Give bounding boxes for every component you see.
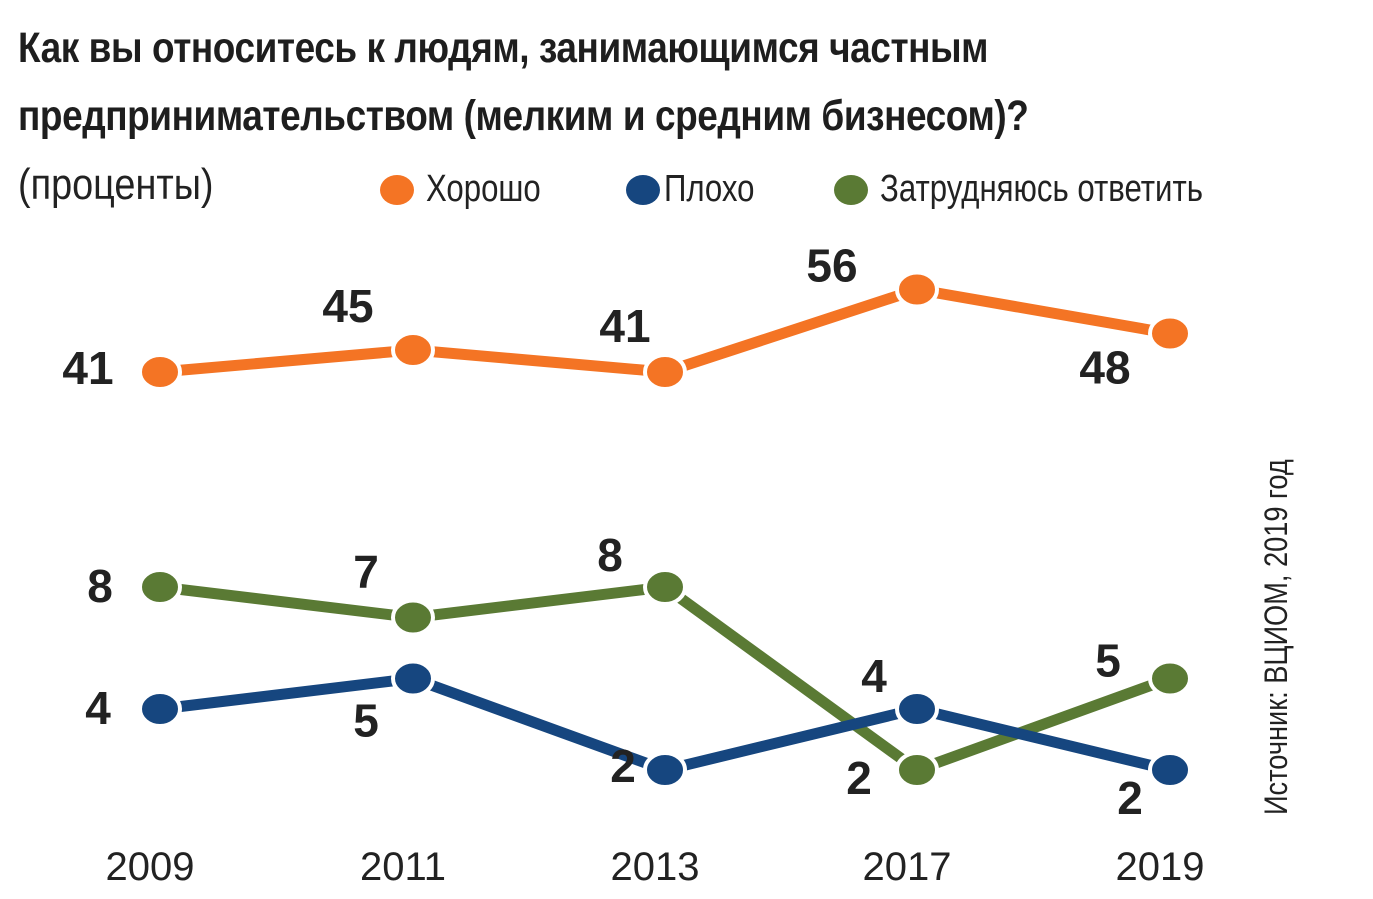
data-label: 4 [861, 650, 887, 702]
legend-label: Затрудняюсь ответить [880, 168, 1204, 210]
x-tick-label: 2011 [360, 845, 446, 889]
data-label: 2 [1117, 772, 1143, 824]
legend: Хорошо Плохо Затрудняюсь ответить [380, 168, 1334, 211]
x-tick-label: 2009 [106, 845, 195, 889]
x-tick-label: 2019 [1116, 845, 1205, 889]
data-point [895, 690, 939, 728]
title-line-2: предпринимательством (мелким и средним б… [18, 92, 1029, 140]
x-tick-label: 2013 [611, 845, 700, 889]
data-point [138, 690, 182, 728]
legend-item-undecided: Затрудняюсь ответить [834, 168, 1274, 211]
legend-marker [625, 174, 660, 205]
data-point [1148, 751, 1192, 789]
data-label: 8 [87, 560, 113, 612]
data-label: 45 [322, 280, 373, 332]
data-point [643, 751, 687, 789]
data-label: 56 [806, 240, 857, 292]
legend-item-good: Хорошо [380, 168, 566, 211]
data-label: 41 [62, 342, 113, 394]
data-point [138, 353, 182, 391]
data-point [1148, 314, 1192, 353]
data-point [138, 568, 182, 606]
legend-marker [380, 174, 414, 205]
data-label: 41 [599, 300, 650, 352]
data-point [643, 568, 687, 606]
chart-subtitle: (проценты) [18, 160, 214, 209]
data-label: 8 [597, 529, 623, 581]
data-point [391, 331, 435, 369]
data-label: 48 [1079, 342, 1130, 394]
legend-marker [834, 174, 869, 205]
data-label: 4 [85, 682, 111, 734]
data-point [1148, 659, 1192, 698]
x-tick-label: 2017 [863, 845, 952, 889]
data-label: 7 [353, 546, 379, 598]
legend-label: Плохо [663, 168, 755, 210]
data-label: 2 [846, 752, 872, 804]
chart-title: Как вы относитесь к людям, занимающимся … [18, 14, 1029, 150]
data-label: 2 [610, 740, 636, 792]
data-point [895, 270, 939, 309]
data-label: 5 [1095, 635, 1121, 687]
legend-item-bad: Плохо [625, 168, 774, 211]
data-point [643, 353, 687, 391]
data-label: 5 [353, 695, 379, 747]
legend-label: Хорошо [426, 168, 541, 210]
data-point [391, 659, 435, 698]
title-line-1: Как вы относитесь к людям, занимающимся … [18, 24, 989, 72]
data-point [391, 598, 435, 637]
data-point [895, 751, 939, 789]
source-text: Источник: ВЦИОМ, 2019 год [1258, 459, 1294, 815]
source-note: Источник: ВЦИОМ, 2019 год [1258, 396, 1295, 815]
